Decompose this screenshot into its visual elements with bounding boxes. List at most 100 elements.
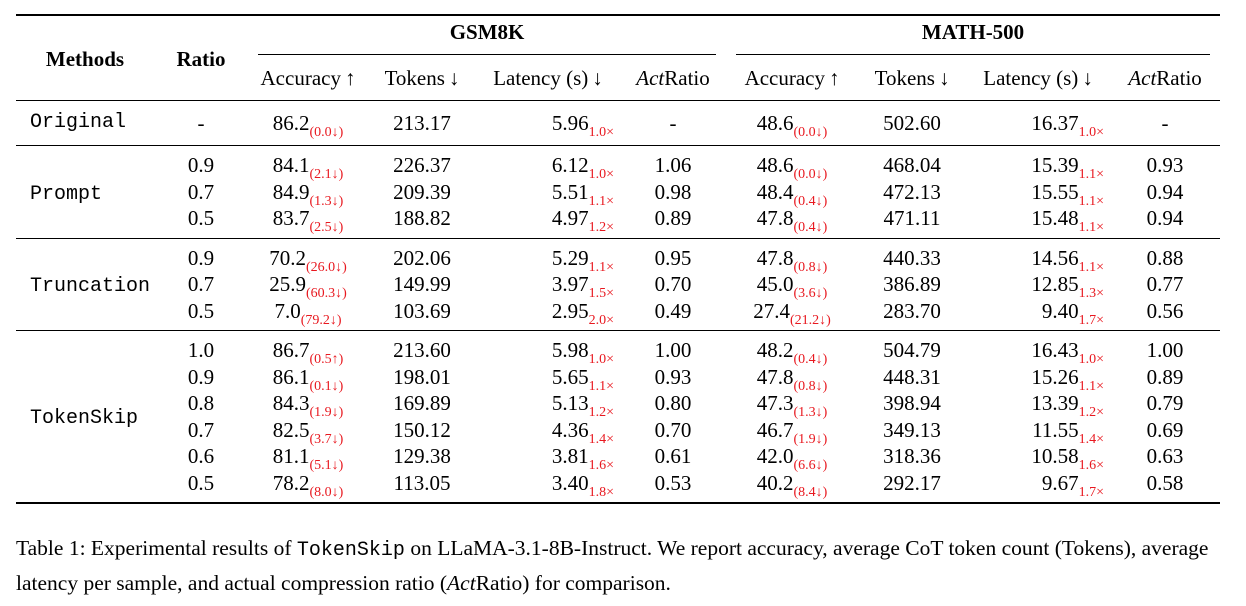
latency-value: 5.13 [551,391,589,415]
ratio-cell: 0.5 [187,298,215,323]
accuracy-value: 7.0 [274,298,301,323]
table-row: 0.6 81.1(5.1↓) 129.38 3.811.6× 0.61 42.0(6.6↓… [16,443,1220,473]
results-table: Methods Ratio GSM8K MATH-500 Accuracy ↑ To… [16,14,1221,504]
accuracy-delta: (6.6↓) [793,458,828,473]
accuracy-delta: (0.4↓) [793,352,828,367]
latency-speedup: 1.8× [588,484,614,500]
results-table-wrapper: Methods Ratio GSM8K MATH-500 Accuracy ↑ To… [16,14,1221,504]
method-name: Original [30,110,127,134]
accuracy-value: 48.6 [756,110,794,135]
latency-speedup: 1.7× [1078,484,1105,500]
caption-act-italic: Act [447,571,476,595]
accuracy-cell: 46.7(1.9↓) [726,417,858,447]
accuracy-cell: 40.2(8.4↓) [726,470,858,504]
results-body: Original -86.2(0.0↓) 213.17 5.961.0× -48.6(0… [16,101,1221,504]
accuracy-delta: (0.0↓) [793,124,828,140]
actratio-cell: 0.77 [1146,272,1184,296]
latency-cell: 9.401.7× [966,298,1110,331]
tokens-cell: 398.94 [883,391,941,415]
latency-speedup: 1.4× [588,431,614,447]
metric-name: Tokens [384,65,445,90]
tokens-cell: 113.05 [393,470,451,495]
accuracy-cell: 86.7(0.5↑) [248,331,368,367]
actratio-cell: 1.00 [654,338,692,362]
latency-value: 3.40 [551,470,589,495]
actratio-cell: 0.89 [1146,364,1184,389]
accuracy-cell: 42.0(6.6↓) [726,443,858,473]
accuracy-delta: (79.2↓) [300,312,342,328]
latency-speedup: 2.0× [588,312,614,328]
actratio-cell: - [669,110,677,135]
group-header-gsm8k-label: GSM8K [258,19,717,55]
tokens-cell: 150.12 [393,417,451,442]
actratio-cell: 0.49 [654,298,692,323]
latency-speedup: 1.3× [1078,286,1105,301]
latency-speedup: 1.5× [588,286,614,301]
tokens-cell: 169.89 [393,391,451,415]
latency-value: 5.96 [551,110,589,135]
ratio-cell: - [197,110,205,135]
latency-speedup: 1.0× [588,124,614,140]
ratio-cell: 1.0 [187,338,215,362]
metric-arrow-icon: ↓ [938,65,950,90]
latency-cell: 5.651.1× [476,364,620,394]
accuracy-cell: 70.2(26.0↓) [248,238,368,275]
accuracy-cell: 47.8(0.4↓) [726,205,858,238]
accuracy-cell: 27.4(21.2↓) [726,298,858,331]
actratio-cell: 0.53 [654,470,692,495]
accuracy-delta: (2.5↓) [309,220,344,235]
accuracy-value: 48.4 [756,179,794,204]
table-row: 0.8 84.3(1.9↓) 169.89 5.131.2× 0.80 47.3(1.3↓… [16,390,1220,420]
accuracy-delta: (0.0↓) [309,124,344,140]
accuracy-cell: 84.1(2.1↓) [248,146,368,182]
metric-name-italic: Act [636,65,665,90]
latency-value: 14.56 [1031,245,1079,270]
metric-header-gsm8k-0: Accuracy ↑ [248,56,368,101]
latency-cell: 5.981.0× [476,331,620,367]
latency-speedup: 1.6× [588,458,614,473]
accuracy-delta: (5.1↓) [309,458,344,473]
accuracy-delta: (26.0↓) [305,259,347,275]
latency-value: 12.85 [1031,272,1079,296]
tokens-cell: 129.38 [393,444,451,468]
latency-value: 3.97 [551,272,589,296]
latency-value: 2.95 [551,298,589,323]
accuracy-delta: (0.8↓) [793,378,828,394]
method-name: Truncation [30,275,151,298]
accuracy-cell: 78.2(8.0↓) [248,470,368,504]
actratio-cell: 0.93 [1146,153,1184,177]
accuracy-cell: 7.0(79.2↓) [248,298,368,331]
actratio-cell: 0.79 [1146,391,1184,415]
tokens-cell: 468.04 [883,153,941,177]
accuracy-value: 81.1 [272,444,310,468]
actratio-cell: 0.69 [1146,417,1184,442]
latency-cell: 16.371.0× [966,101,1110,146]
table-row: 0.5 7.0(79.2↓) 103.69 2.952.0× 0.49 27.4(21.2… [16,298,1221,331]
metric-name-italic: Act [1128,65,1157,90]
table-row: TokenSkip 1.0 86.7(0.5↑) 213.60 5.981.0× 1.00… [16,331,1220,430]
header-row-groups: Methods Ratio GSM8K MATH-500 [16,15,1221,71]
latency-speedup: 1.1× [1078,259,1105,275]
latency-value: 3.81 [551,444,589,468]
accuracy-value: 83.7 [272,206,310,230]
table-row: 0.7 82.5(3.7↓) 150.12 4.361.4× 0.70 46.7(1.9↓… [16,417,1220,447]
accuracy-value: 48.2 [756,338,794,362]
tokens-cell: 440.33 [883,245,941,270]
accuracy-delta: (0.4↓) [793,220,828,235]
actratio-cell: - [1161,110,1169,135]
method-name: TokenSkip [30,407,139,431]
metric-name: Accuracy [744,65,826,90]
latency-value: 5.51 [551,179,589,204]
accuracy-cell: 48.6(0.0↓) [726,101,858,146]
accuracy-value: 45.0 [756,272,794,296]
metric-arrow-icon: ↓ [592,65,603,90]
tokens-cell: 198.01 [393,364,451,389]
actratio-cell: 1.00 [1146,338,1184,362]
accuracy-value: 42.0 [756,444,794,468]
latency-speedup: 1.4× [1078,431,1105,447]
metric-header-gsm8k-1: Tokens ↓ [368,56,476,101]
latency-speedup: 1.1× [588,259,614,275]
latency-speedup: 1.0× [588,167,614,182]
accuracy-delta: (3.7↓) [309,431,344,447]
latency-speedup: 1.7× [1078,312,1105,328]
